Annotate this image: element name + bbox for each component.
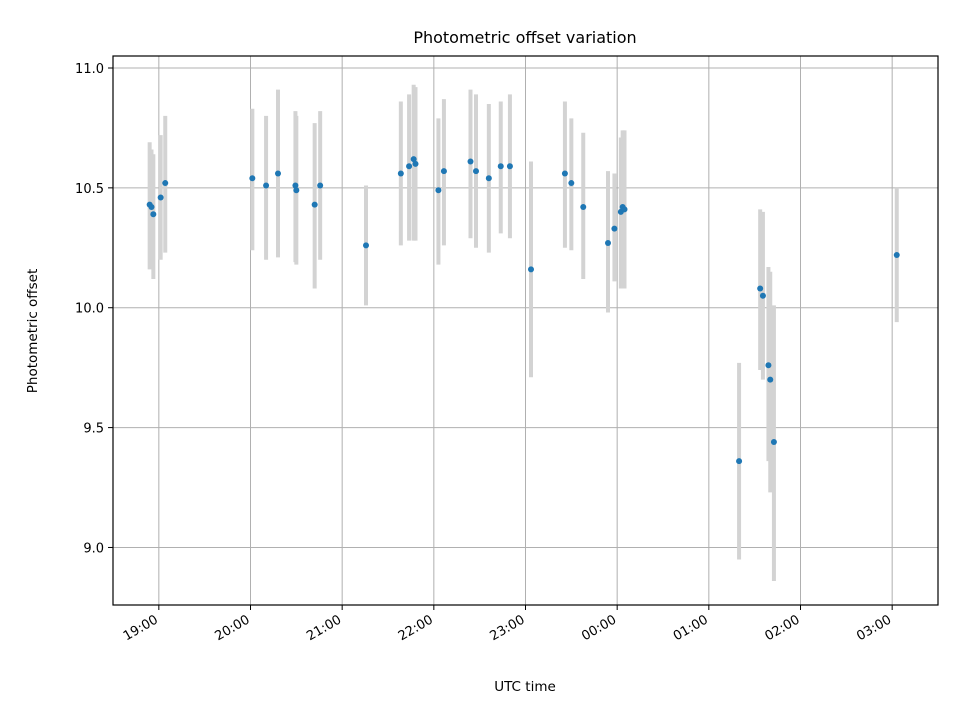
data-point-11 xyxy=(317,182,324,189)
chart-title: Photometric offset variation xyxy=(413,28,636,47)
data-point-21 xyxy=(485,175,492,182)
data-point-33 xyxy=(736,458,743,465)
data-point-27 xyxy=(580,204,587,211)
data-point-35 xyxy=(759,292,766,299)
data-point-26 xyxy=(568,180,575,187)
data-point-28 xyxy=(605,239,611,246)
data-point-36 xyxy=(765,362,772,369)
data-point-3 xyxy=(157,194,164,201)
data-point-25 xyxy=(561,170,568,177)
data-point-7 xyxy=(275,170,281,177)
data-point-16 xyxy=(412,160,419,167)
data-point-1 xyxy=(148,204,155,211)
data-point-19 xyxy=(467,158,474,165)
data-point-22 xyxy=(497,163,504,170)
data-point-39 xyxy=(893,251,900,258)
y-tick-label-4: 11.0 xyxy=(75,62,104,77)
y-tick-label-2: 10.0 xyxy=(75,302,104,317)
data-point-9 xyxy=(293,187,300,194)
data-point-17 xyxy=(435,187,442,194)
data-point-15 xyxy=(410,156,417,163)
data-point-5 xyxy=(249,175,256,182)
data-point-12 xyxy=(363,242,369,249)
y-axis: 9.0 9.5 10.0 10.5 11.0 xyxy=(75,62,113,556)
x-axis-label: UTC time xyxy=(494,679,556,695)
y-tick-label-1: 9.5 xyxy=(83,422,104,437)
y-tick-label-0: 9.0 xyxy=(83,541,104,556)
data-point-2 xyxy=(150,211,157,218)
data-point-24 xyxy=(528,266,534,273)
data-point-29 xyxy=(611,225,618,232)
data-point-38 xyxy=(770,438,777,445)
data-point-8 xyxy=(292,182,299,189)
y-tick-label-3: 10.5 xyxy=(75,182,104,197)
data-point-14 xyxy=(406,163,413,170)
data-point-20 xyxy=(473,168,479,175)
data-point-4 xyxy=(162,180,169,187)
data-point-34 xyxy=(757,285,764,292)
data-point-10 xyxy=(311,201,318,208)
data-points xyxy=(146,156,900,465)
data-point-32 xyxy=(621,206,628,213)
data-point-37 xyxy=(767,376,774,383)
data-point-13 xyxy=(397,170,404,177)
data-point-23 xyxy=(506,163,513,170)
data-point-6 xyxy=(263,182,270,189)
y-axis-label: Photometric offset xyxy=(25,269,41,393)
data-point-18 xyxy=(440,168,447,175)
